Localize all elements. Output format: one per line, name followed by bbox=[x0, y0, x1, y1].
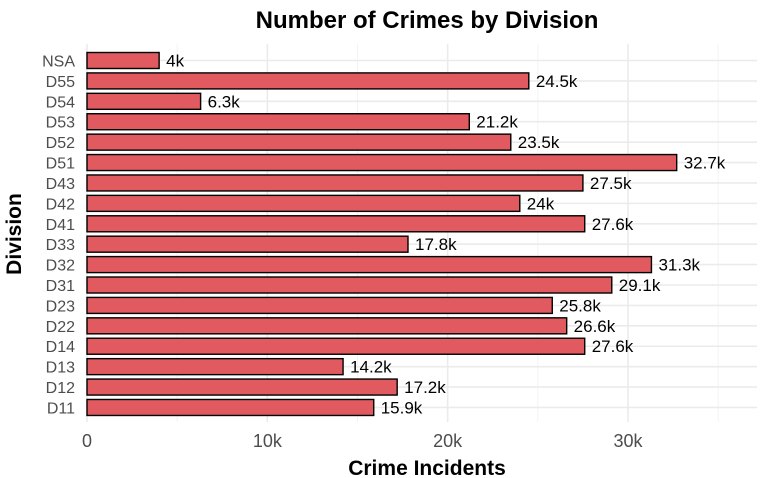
y-tick-labels: NSA D55 D54 D53 D52 D51 D43 D42 D41 D33 D32 D31 D23 D… bbox=[42, 54, 75, 418]
data-label-d52: 23.5k bbox=[518, 133, 560, 152]
bar-d54 bbox=[86, 92, 202, 111]
y-tick-label: D41 bbox=[46, 217, 75, 234]
y-tick-label: D33 bbox=[46, 237, 75, 254]
bar-d52 bbox=[86, 133, 512, 151]
x-tick-labels: 0 10k 20k 30k bbox=[82, 431, 644, 451]
data-label-d33: 17.8k bbox=[415, 235, 457, 254]
bar-d11 bbox=[86, 398, 375, 417]
bar-d13 bbox=[86, 357, 344, 376]
y-tick-label: D11 bbox=[47, 400, 75, 417]
bar-d41 bbox=[86, 215, 586, 233]
bars bbox=[86, 51, 678, 417]
data-label-d41: 27.6k bbox=[592, 215, 634, 234]
bar-d53 bbox=[86, 113, 471, 131]
bar-d33 bbox=[86, 235, 409, 253]
data-label-d54: 6.3k bbox=[208, 92, 241, 111]
bar-d31 bbox=[86, 276, 613, 294]
y-tick-label: D22 bbox=[46, 319, 75, 336]
data-label-d12: 17.2k bbox=[404, 378, 446, 397]
y-tick-label: D31 bbox=[46, 278, 75, 295]
data-label-d31: 29.1k bbox=[619, 276, 661, 295]
data-label-d22: 26.6k bbox=[574, 317, 616, 336]
y-tick-label: D32 bbox=[46, 258, 75, 275]
y-tick-label: D52 bbox=[46, 135, 75, 152]
data-label-d11: 15.9k bbox=[381, 398, 423, 417]
data-label-d42: 24k bbox=[527, 194, 555, 213]
data-label-d14: 27.6k bbox=[592, 337, 634, 356]
bar-d14 bbox=[86, 337, 586, 355]
chart-title: Number of Crimes by Division bbox=[256, 7, 599, 34]
bar-d12 bbox=[86, 378, 398, 396]
bar-nsa bbox=[86, 51, 160, 70]
bar-d32 bbox=[86, 255, 653, 274]
data-label-nsa: 4k bbox=[166, 52, 184, 71]
y-tick-label: NSA bbox=[42, 54, 75, 71]
bar-d23 bbox=[86, 296, 553, 315]
data-label-d53: 21.2k bbox=[476, 113, 518, 132]
y-tick-label: D43 bbox=[46, 176, 75, 193]
y-tick-label: D51 bbox=[46, 156, 75, 173]
x-tick-label: 20k bbox=[433, 431, 463, 451]
data-label-d43: 27.5k bbox=[590, 174, 632, 193]
y-axis-title: Division bbox=[3, 193, 26, 275]
bar-d42 bbox=[86, 194, 521, 213]
y-tick-label: D53 bbox=[46, 115, 75, 132]
x-axis-title: Crime Incidents bbox=[348, 457, 506, 478]
data-label-d23: 25.8k bbox=[559, 296, 601, 315]
bar-d43 bbox=[86, 174, 584, 192]
y-tick-label: D54 bbox=[46, 94, 75, 111]
bar-d55 bbox=[86, 72, 530, 90]
data-label-d32: 31.3k bbox=[658, 256, 700, 275]
x-tick-label: 10k bbox=[253, 431, 283, 451]
y-tick-label: D23 bbox=[46, 298, 75, 315]
bar-d51 bbox=[86, 153, 678, 172]
y-tick-label: D55 bbox=[46, 74, 75, 91]
x-tick-label: 0 bbox=[82, 431, 92, 451]
data-label-d55: 24.5k bbox=[536, 72, 578, 91]
y-tick-label: D12 bbox=[46, 380, 75, 397]
x-tick-label: 30k bbox=[613, 431, 643, 451]
y-tick-label: D14 bbox=[46, 339, 75, 356]
bar-d22 bbox=[86, 317, 568, 335]
y-tick-label: D42 bbox=[46, 196, 75, 213]
data-label-d13: 14.2k bbox=[350, 358, 392, 377]
data-label-d51: 32.7k bbox=[684, 154, 726, 173]
y-tick-label: D13 bbox=[46, 360, 75, 377]
